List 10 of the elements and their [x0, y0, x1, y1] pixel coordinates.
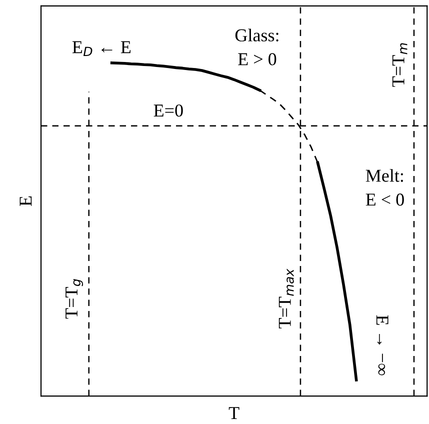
- annotation: T=T$_{m}$: [392, 43, 408, 87]
- annotation: Glass: E > 0: [235, 28, 278, 66]
- annotation: E$_{D}$ ← E: [72, 41, 131, 56]
- ref-line-label: E=0: [154, 104, 183, 117]
- x-axis-title: T: [228, 407, 240, 419]
- y-axis-title: E: [20, 196, 32, 206]
- annotation: T=T$_{g}$: [66, 279, 83, 319]
- annotation: T=T$_{max}$: [278, 268, 294, 328]
- annotation: Melt: E < 0: [366, 169, 404, 206]
- annotation: E → −∞: [376, 315, 388, 376]
